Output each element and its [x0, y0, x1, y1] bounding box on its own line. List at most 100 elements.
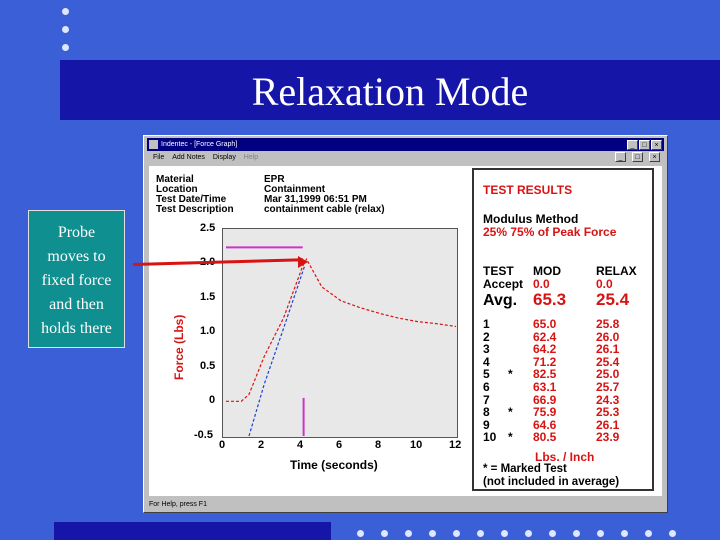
- test-number-column: 1 2 3 4 5 6 7 8 9 10: [483, 318, 496, 444]
- table-row-test: 9: [483, 417, 490, 432]
- x-tick-label: 0: [219, 439, 226, 451]
- menu-bar: File Add Notes Display Help _ □ ×: [147, 152, 664, 164]
- bullet-dot: [645, 530, 652, 537]
- status-bar: For Help, press F1: [149, 501, 207, 508]
- units-label: Lbs. / Inch: [535, 450, 595, 464]
- menu-display[interactable]: Display: [212, 154, 236, 161]
- table-row-mod: 64.6: [533, 417, 557, 432]
- table-row-relax: 25.8: [596, 317, 620, 331]
- slide-title: Relaxation Mode: [251, 69, 529, 114]
- table-row-mark: [508, 318, 513, 331]
- table-row-mark: *: [508, 405, 513, 420]
- callout-arrow-head: [298, 256, 308, 268]
- table-row-mod: 66.9: [533, 392, 557, 407]
- accept-label: Accept: [483, 277, 524, 291]
- table-row-mod: 65.0: [533, 317, 557, 331]
- y-tick-label: 1.5: [200, 291, 216, 303]
- bullet-dot: [405, 530, 412, 537]
- app-icon[interactable]: [149, 140, 158, 149]
- bullet-dot: [669, 530, 676, 537]
- doc-restore-button[interactable]: □: [632, 152, 643, 162]
- x-tick-label: 10: [410, 439, 423, 451]
- relax-column: 25.8 26.0 26.1 25.4 25.0 25.7 24.3 25.3 …: [596, 318, 619, 444]
- column-header-test: TEST: [483, 264, 514, 278]
- callout-line: holds there: [41, 320, 112, 337]
- table-row-mod: 75.9: [533, 405, 557, 420]
- info-label: Material: [156, 174, 194, 185]
- table-row-test: 1: [483, 317, 490, 331]
- callout-box: Probe moves to fixed force and then hold…: [28, 210, 125, 348]
- y-tick-label: 1.0: [200, 325, 216, 337]
- y-tick-label: 0.5: [200, 360, 216, 372]
- info-label: Test Description: [156, 204, 234, 215]
- window-title: Indentec - [Force Graph]: [161, 141, 238, 148]
- accept-mod-value: 0.0: [533, 277, 550, 291]
- test-results-panel: [472, 168, 654, 491]
- table-row-relax: 23.9: [596, 430, 620, 445]
- table-row-test: 4: [483, 354, 490, 369]
- menu-add-notes[interactable]: Add Notes: [172, 154, 205, 161]
- table-row-mark: *: [508, 367, 513, 382]
- table-row-test: 2: [483, 329, 490, 344]
- bullet-dot: [62, 44, 69, 51]
- minimize-button[interactable]: _: [627, 140, 638, 150]
- doc-minimize-button[interactable]: _: [615, 152, 626, 162]
- table-row-relax: 26.0: [596, 329, 620, 344]
- close-button[interactable]: ×: [651, 140, 662, 150]
- callout-line: fixed force: [41, 272, 112, 289]
- bullet-dot: [453, 530, 460, 537]
- bullet-dot: [62, 8, 69, 15]
- table-row-test: 3: [483, 342, 490, 357]
- bullet-dot: [429, 530, 436, 537]
- table-row-test: 10: [483, 430, 497, 445]
- table-row-mod: 80.5: [533, 430, 557, 445]
- table-row-test: 5: [483, 367, 490, 382]
- info-value: containment cable (relax): [264, 204, 385, 215]
- test-info-labels: Material Location Test Date/Time Test De…: [156, 175, 234, 215]
- menu-help[interactable]: Help: [243, 154, 259, 161]
- bullet-dot: [477, 530, 484, 537]
- table-row-mark: *: [508, 430, 513, 445]
- table-row-mod: 62.4: [533, 329, 557, 344]
- table-row-mark: [508, 343, 513, 356]
- bullet-dot: [621, 530, 628, 537]
- table-row-test: 7: [483, 392, 490, 407]
- table-row-mod: 82.5: [533, 367, 557, 382]
- bullet-dot: [62, 26, 69, 33]
- table-row-mod: 63.1: [533, 379, 557, 394]
- window-titlebar[interactable]: Indentec - [Force Graph] _ □ ×: [147, 138, 664, 151]
- callout-line: moves to: [47, 248, 106, 265]
- menu-file[interactable]: File: [153, 154, 165, 161]
- title-banner: [60, 60, 720, 120]
- maximize-button[interactable]: □: [639, 140, 650, 150]
- average-mod-value: 65.3: [533, 290, 567, 309]
- table-row-mark: [508, 381, 513, 394]
- footer-banner: [54, 522, 331, 540]
- info-value: EPR: [264, 174, 285, 185]
- average-relax-value: 25.4: [596, 290, 630, 309]
- mod-column: 65.0 62.4 64.2 71.2 82.5 63.1 66.9 75.9 …: [533, 318, 556, 444]
- bullet-dot: [381, 530, 388, 537]
- x-tick-label: 6: [336, 439, 343, 451]
- results-heading: TEST RESULTS: [483, 183, 573, 197]
- column-header-relax: RELAX: [596, 264, 637, 278]
- table-row-relax: 25.7: [596, 379, 620, 394]
- marked-column: * * *: [508, 318, 513, 444]
- bullet-dot: [357, 530, 364, 537]
- callout-line: Probe: [57, 224, 96, 241]
- table-row-mod: 71.2: [533, 354, 557, 369]
- table-row-test: 6: [483, 379, 490, 394]
- footnote-excluded: (not included in average): [483, 476, 620, 488]
- table-row-test: 8: [483, 405, 490, 420]
- doc-close-button[interactable]: ×: [649, 152, 660, 162]
- bullet-dot: [501, 530, 508, 537]
- table-row-relax: 26.1: [596, 417, 620, 432]
- table-row-mod: 64.2: [533, 342, 557, 357]
- modulus-method-label: Modulus Method: [483, 212, 579, 226]
- table-row-relax: 25.0: [596, 367, 620, 382]
- bullet-dot: [573, 530, 580, 537]
- x-tick-label: 12: [449, 439, 462, 451]
- test-info-values: EPR Containment Mar 31,1999 06:51 PM con…: [264, 175, 385, 215]
- table-row-relax: 25.3: [596, 405, 620, 420]
- footnote-marked: * = Marked Test: [483, 463, 567, 475]
